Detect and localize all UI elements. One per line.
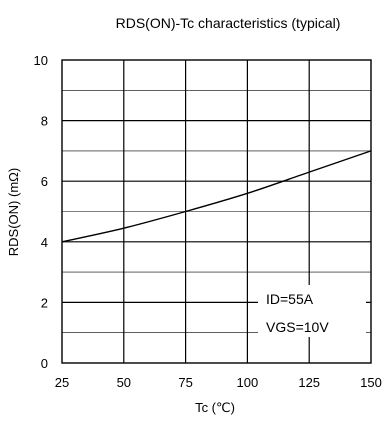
x-tick-label: 25	[55, 375, 69, 390]
y-tick-label: 6	[41, 174, 48, 189]
y-tick-label: 0	[41, 356, 48, 371]
annotation-id: ID=55A	[266, 291, 314, 307]
series-layer	[61, 150, 372, 243]
annotation-vgs: VGS=10V	[266, 319, 329, 335]
x-tick-label: 100	[237, 375, 259, 390]
x-tick-label: 150	[360, 375, 382, 390]
chart-title: RDS(ON)-Tc characteristics (typical)	[116, 15, 341, 31]
y-tick-label: 2	[41, 295, 48, 310]
x-tick-label: 75	[178, 375, 192, 390]
y-axis-label: RDS(ON) (mΩ)	[6, 168, 21, 256]
series-line-rds-on	[61, 150, 372, 243]
annotation-box	[258, 285, 366, 337]
x-tick-label: 50	[117, 375, 131, 390]
y-tick-label: 8	[41, 114, 48, 129]
tick-labels: 0 2 4 6 8 10 25 50 75 100 125 150	[34, 53, 382, 390]
x-axis-label: Tc (℃)	[195, 400, 235, 415]
y-tick-label: 4	[41, 235, 48, 250]
y-tick-label: 10	[34, 53, 48, 68]
x-tick-label: 125	[298, 375, 320, 390]
plot-frame	[61, 59, 372, 364]
axes	[61, 59, 372, 364]
